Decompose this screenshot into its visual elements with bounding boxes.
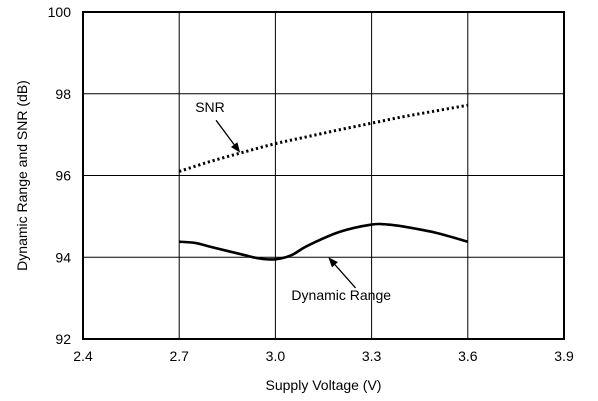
dynamic-range-annotation: Dynamic Range	[291, 257, 391, 303]
y-tick-labels: 92 94 96 98 100	[48, 4, 72, 347]
dynamic-range-label: Dynamic Range	[291, 287, 391, 303]
snr-arrow-head	[230, 142, 241, 153]
y-axis-title: Dynamic Range and SNR (dB)	[14, 80, 30, 271]
snr-label: SNR	[195, 99, 225, 115]
y-grid-lines	[83, 93, 564, 258]
x-tick-labels: 2.4 2.7 3.0 3.3 3.6 3.9	[73, 348, 574, 364]
x-axis-title: Supply Voltage (V)	[266, 377, 382, 393]
dynamic-range-arrow-line	[334, 264, 357, 289]
y-tick-label: 94	[55, 249, 71, 265]
x-tick-label: 3.6	[458, 348, 478, 364]
dynamic-range-arrow-head	[328, 257, 338, 268]
x-tick-label: 2.4	[73, 348, 93, 364]
series-layer	[178, 103, 469, 261]
x-tick-label: 3.9	[554, 348, 574, 364]
snr-series-line	[178, 103, 469, 173]
x-tick-label: 2.7	[169, 348, 189, 364]
y-tick-label: 100	[48, 4, 72, 20]
x-tick-label: 3.0	[266, 348, 286, 364]
snr-arrow-line	[215, 119, 235, 145]
y-tick-label: 98	[55, 86, 71, 102]
y-tick-label: 92	[55, 331, 71, 347]
dynamic-range-series-line	[179, 222, 469, 261]
plot-frame	[82, 11, 565, 340]
x-tick-label: 3.3	[362, 348, 382, 364]
y-tick-label: 96	[55, 168, 71, 184]
snr-annotation: SNR	[195, 99, 241, 153]
